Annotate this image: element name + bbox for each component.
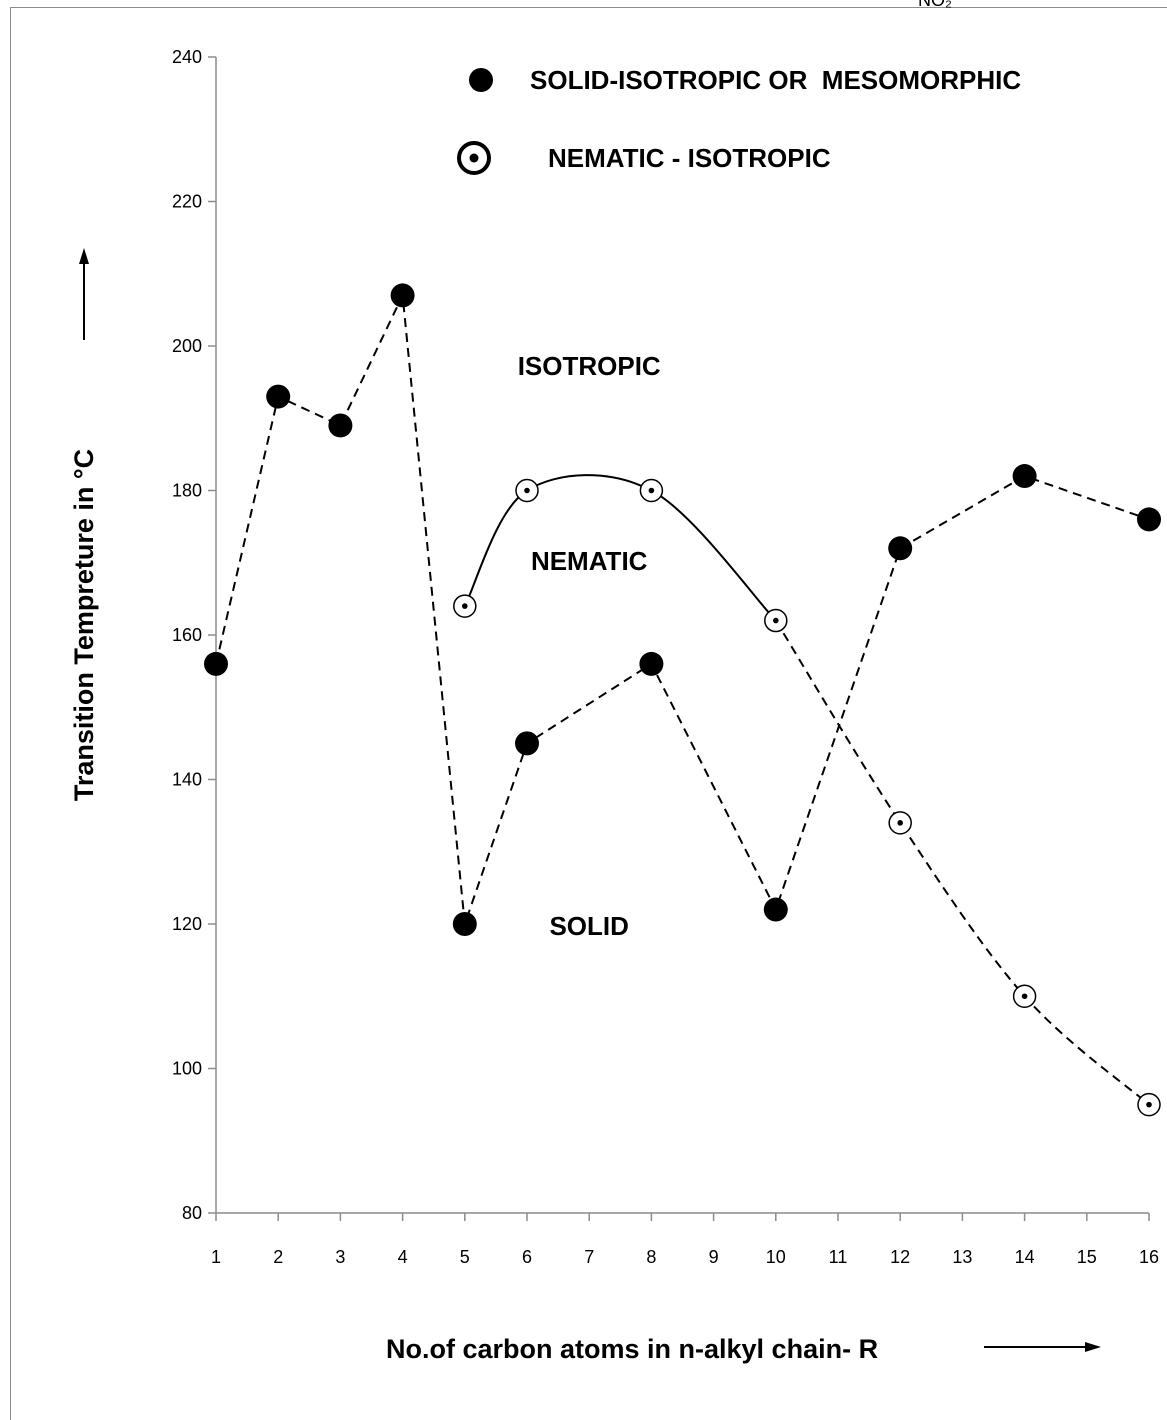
point-nematic-isotropic-dot (462, 603, 468, 609)
point-solid-isotropic (515, 731, 539, 756)
legend-label-nematic-isotropic: NEMATIC - ISOTROPIC (548, 143, 831, 173)
x-tick-label: 11 (829, 1247, 848, 1267)
series-curve-nematic-isotropic-dashed (774, 620, 1150, 1106)
y-tick-label: 100 (172, 1059, 202, 1079)
x-tick-label: 9 (709, 1247, 719, 1267)
point-solid-isotropic (1137, 507, 1161, 532)
region-label-solid: SOLID (549, 911, 628, 941)
point-nematic-isotropic-dot (1021, 993, 1028, 1000)
point-solid-isotropic (763, 897, 788, 922)
x-tick-label: 7 (584, 1247, 594, 1267)
legend: SOLID-ISOTROPIC OR MESOMORPHIC NEMATIC -… (457, 65, 1021, 175)
point-nematic-isotropic-dot (773, 617, 779, 624)
y-arrow-head (79, 248, 89, 264)
y-tick-label: 240 (172, 47, 202, 67)
axis-titles: Transition Tempreture in °C No.of carbon… (69, 248, 1101, 1364)
x-tick-label: 16 (1139, 1247, 1159, 1267)
point-solid-isotropic (328, 413, 353, 438)
region-label-nematic: NEMATIC (531, 546, 648, 576)
y-ticks: 80 100 120 140 160 180 200 220 240 (172, 47, 216, 1223)
x-tick-label: 3 (335, 1247, 345, 1267)
y-tick-label: 140 (172, 770, 202, 790)
corner-fragment-text: NO₂ (918, 0, 952, 10)
point-solid-isotropic (1012, 464, 1037, 489)
x-arrow-head (1085, 1342, 1101, 1352)
x-tick-label: 2 (273, 1247, 283, 1267)
y-tick-label: 180 (172, 481, 202, 501)
x-tick-label: 12 (890, 1247, 910, 1267)
x-tick-label: 6 (522, 1247, 532, 1267)
point-nematic-isotropic-dot (897, 820, 903, 826)
y-axis-title: Transition Tempreture in °C (69, 449, 99, 801)
x-tick-label: 4 (398, 1247, 408, 1267)
point-solid-isotropic (204, 651, 228, 676)
series-markers (204, 283, 1161, 1117)
point-nematic-isotropic-dot (648, 487, 655, 494)
x-tick-label: 14 (1015, 1247, 1035, 1267)
series-curve-nematic-isotropic-solid (463, 474, 777, 622)
x-tick-label: 15 (1077, 1247, 1097, 1267)
x-tick-label: 1 (211, 1247, 221, 1267)
x-ticks: 1 2 3 4 5 6 7 8 9 10 11 12 13 14 15 16 (211, 1213, 1159, 1267)
y-tick-label: 120 (172, 914, 202, 934)
y-tick-label: 200 (172, 336, 202, 356)
region-labels: ISOTROPIC NEMATIC SOLID (518, 351, 661, 941)
x-tick-label: 10 (766, 1247, 786, 1267)
point-solid-isotropic (888, 536, 913, 561)
legend-ring-dot (469, 153, 479, 163)
legend-ring-marker (457, 141, 491, 175)
point-nematic-isotropic-dot (524, 487, 530, 494)
x-tick-label: 13 (952, 1247, 972, 1267)
point-solid-isotropic (266, 384, 291, 409)
legend-filled-marker (469, 68, 493, 92)
region-label-isotropic: ISOTROPIC (518, 351, 661, 381)
point-solid-isotropic (639, 651, 664, 676)
legend-label-solid-isotropic: SOLID-ISOTROPIC OR MESOMORPHIC (530, 65, 1021, 95)
series-lines (215, 291, 1150, 1106)
y-tick-label: 160 (172, 625, 202, 645)
x-tick-label: 8 (646, 1247, 656, 1267)
x-tick-label: 5 (460, 1247, 470, 1267)
y-tick-label: 80 (182, 1203, 202, 1223)
point-nematic-isotropic-dot (1146, 1101, 1152, 1108)
point-solid-isotropic (390, 283, 415, 308)
chart-frame (10, 7, 1167, 1420)
y-tick-label: 220 (172, 192, 202, 212)
series-line-solid-isotropic (215, 291, 1150, 925)
point-solid-isotropic (452, 912, 477, 936)
x-axis-title: No.of carbon atoms in n-alkyl chain- R (386, 1334, 878, 1364)
axes (215, 57, 1149, 1214)
